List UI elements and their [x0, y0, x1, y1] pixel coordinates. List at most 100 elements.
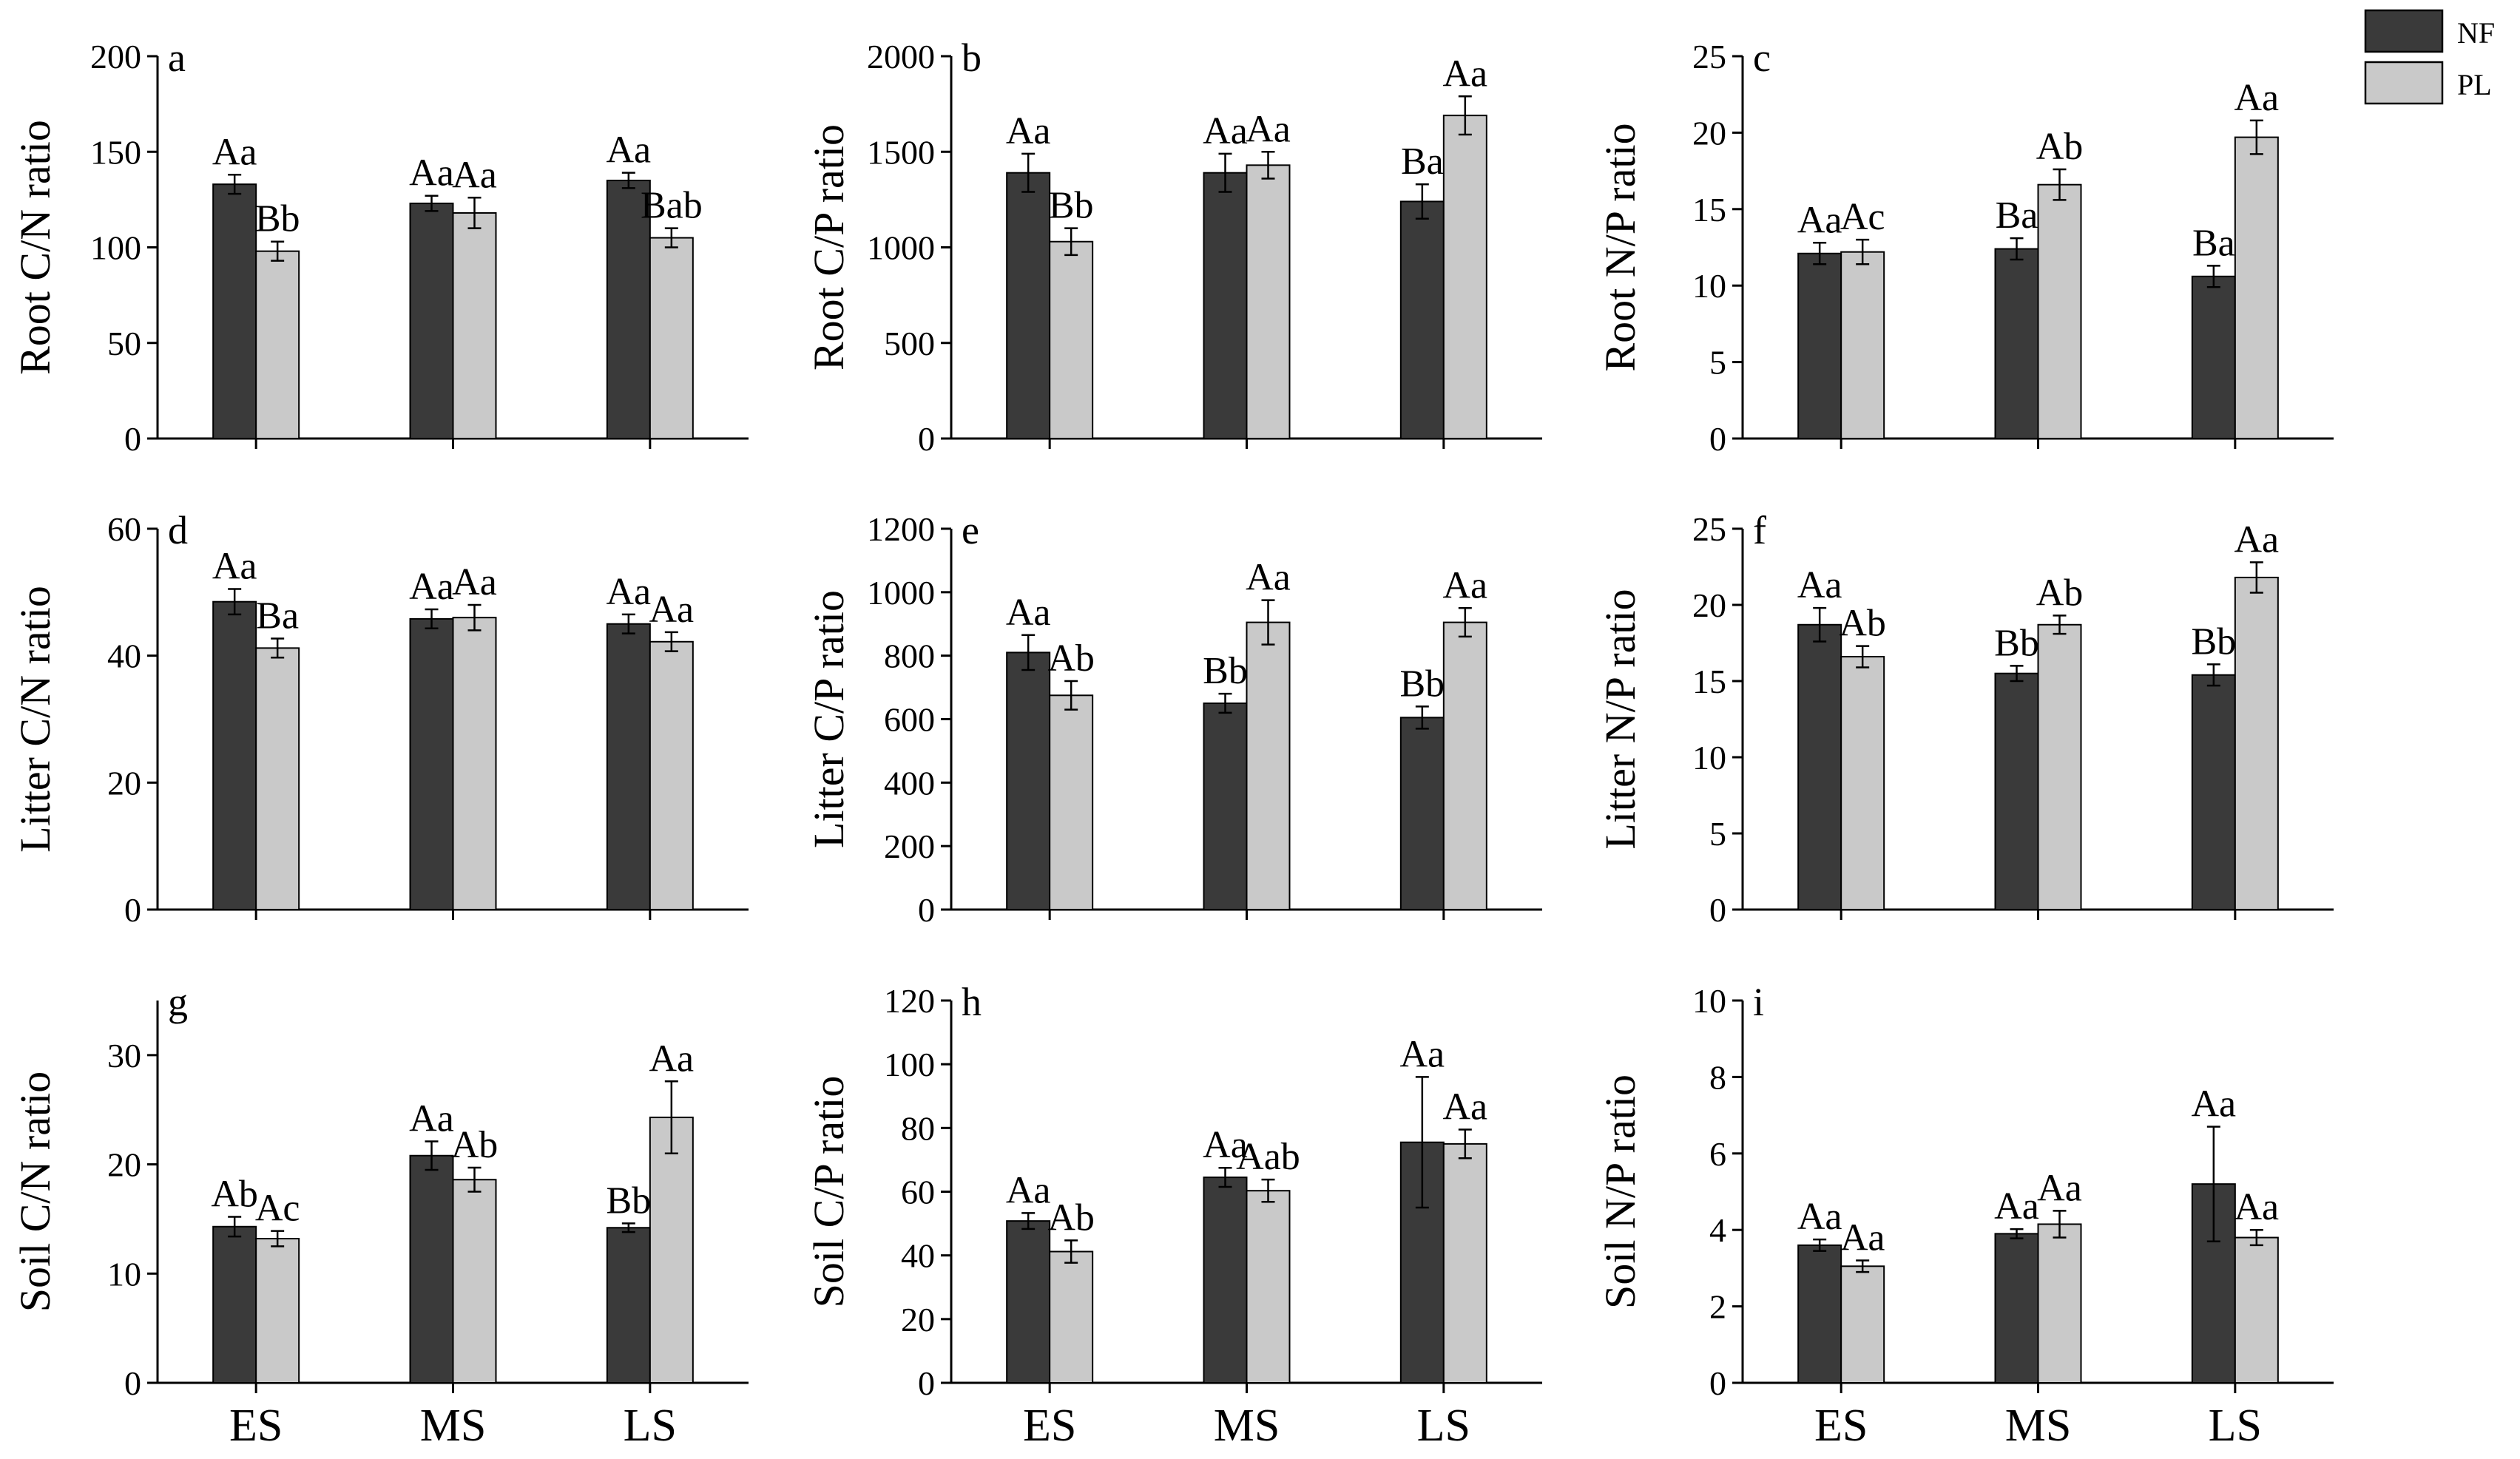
y-tick-label: 40	[107, 637, 141, 675]
bar-pl	[2234, 1236, 2279, 1384]
x-category-label: LS	[2209, 1401, 2262, 1451]
y-tick-label: 500	[884, 325, 935, 362]
y-axis-title: Soil N/P ratio	[1596, 1074, 1644, 1309]
bar-nf	[2191, 674, 2236, 910]
panel-letter: f	[1753, 508, 1766, 552]
significance-label: Aa	[1006, 592, 1051, 634]
bar-nf	[409, 1154, 454, 1384]
bar-pl	[1442, 621, 1487, 911]
significance-label: Aa	[1246, 108, 1291, 150]
y-tick-label: 60	[901, 1174, 935, 1211]
bar-pl	[1840, 1265, 1885, 1384]
y-tick-label: 25	[1692, 510, 1726, 548]
panel-letter: h	[962, 980, 982, 1024]
y-tick-label: 1500	[867, 133, 935, 171]
significance-label: Aa	[409, 1098, 454, 1140]
bar-nf	[409, 203, 454, 439]
significance-label: Aa	[1443, 53, 1488, 95]
significance-label: Aa	[649, 589, 695, 631]
y-tick-label: 200	[90, 38, 141, 75]
significance-label: Aa	[1797, 199, 1842, 241]
significance-label: Ba	[256, 595, 299, 637]
y-tick-label: 2000	[867, 38, 935, 75]
significance-label: Aa	[1994, 1185, 2039, 1228]
significance-label: Bb	[2191, 620, 2236, 663]
y-tick-label: 0	[918, 891, 935, 929]
bar-pl	[1442, 1143, 1487, 1384]
y-tick-label: 10	[1692, 267, 1726, 305]
panel-e: 0 200 400 600 800 1000 1200 Litter C/P ratio e Aa…	[805, 508, 1542, 929]
significance-label: Aa	[1400, 1033, 1445, 1075]
significance-label: Aa	[2192, 1083, 2237, 1125]
significance-label: Ab	[1047, 637, 1095, 680]
y-tick-label: 30	[107, 1037, 141, 1074]
x-category-label: ES	[229, 1401, 283, 1451]
y-tick-label: 15	[1692, 663, 1726, 700]
bar-pl	[2037, 183, 2082, 439]
panel-letter: c	[1753, 35, 1771, 80]
significance-label: Aa	[2234, 1186, 2280, 1228]
y-axis-title: Litter C/P ratio	[805, 590, 853, 848]
bar-pl	[452, 617, 497, 911]
x-category-label: ES	[1814, 1401, 1868, 1451]
bar-pl	[1049, 694, 1094, 910]
bar-nf	[1994, 248, 2039, 439]
y-tick-label: 20	[107, 764, 141, 802]
bar-nf	[1797, 623, 1842, 911]
significance-label: Aa	[649, 1037, 695, 1080]
y-tick-label: 200	[884, 827, 935, 865]
bar-nf	[1994, 672, 2039, 910]
y-tick-label: 8	[1709, 1058, 1726, 1096]
significance-label: Aa	[1797, 564, 1842, 606]
bar-pl	[1049, 240, 1094, 439]
significance-label: Aa	[1203, 1124, 1248, 1166]
significance-label: Aa	[2037, 1167, 2082, 1209]
y-tick-label: 0	[1709, 1364, 1726, 1402]
y-axis-title: Root C/P ratio	[805, 124, 853, 370]
significance-label: Aa	[2234, 518, 2280, 561]
y-tick-label: 60	[107, 510, 141, 548]
y-tick-label: 10	[1692, 739, 1726, 776]
y-tick-label: 150	[90, 133, 141, 171]
y-tick-label: 0	[1709, 420, 1726, 458]
legend-swatch-pl	[2364, 61, 2444, 105]
bar-nf	[606, 180, 651, 439]
bar-pl	[1049, 1250, 1094, 1384]
panel-letter: d	[168, 508, 188, 552]
bar-pl	[255, 250, 300, 440]
y-axis-title: Soil C/P ratio	[805, 1076, 853, 1308]
bar-nf	[606, 623, 651, 910]
y-tick-label: 1000	[867, 229, 935, 267]
bar-pl	[452, 1179, 497, 1384]
significance-label: Aa	[452, 561, 497, 603]
x-category-label: LS	[1417, 1401, 1470, 1451]
significance-label: Aa	[212, 131, 257, 173]
bar-nf	[1006, 1220, 1051, 1384]
significance-label: Ab	[2036, 572, 2084, 614]
significance-label: Ac	[1840, 196, 1885, 238]
bar-nf	[1797, 252, 1842, 439]
y-tick-label: 40	[901, 1237, 935, 1275]
legend-label-nf: NF	[2457, 16, 2495, 50]
y-axis-title: Litter C/N ratio	[11, 586, 59, 853]
y-tick-label: 1200	[867, 510, 935, 548]
y-tick-label: 0	[124, 891, 141, 929]
y-tick-label: 10	[107, 1255, 141, 1293]
x-category-label: MS	[420, 1401, 487, 1451]
bar-pl	[1442, 115, 1487, 439]
y-tick-label: 0	[918, 1364, 935, 1402]
significance-label: Bb	[1399, 663, 1445, 705]
y-tick-label: 80	[901, 1109, 935, 1147]
significance-label: Aa	[1443, 564, 1488, 606]
significance-label: Ab	[1839, 603, 1886, 645]
significance-label: Bb	[1049, 185, 1094, 227]
bar-pl	[255, 1238, 300, 1384]
bar-nf	[1399, 717, 1445, 911]
significance-label: Ab	[211, 1173, 258, 1215]
significance-label: Bb	[1994, 622, 2039, 664]
x-category-label: MS	[1214, 1401, 1280, 1451]
